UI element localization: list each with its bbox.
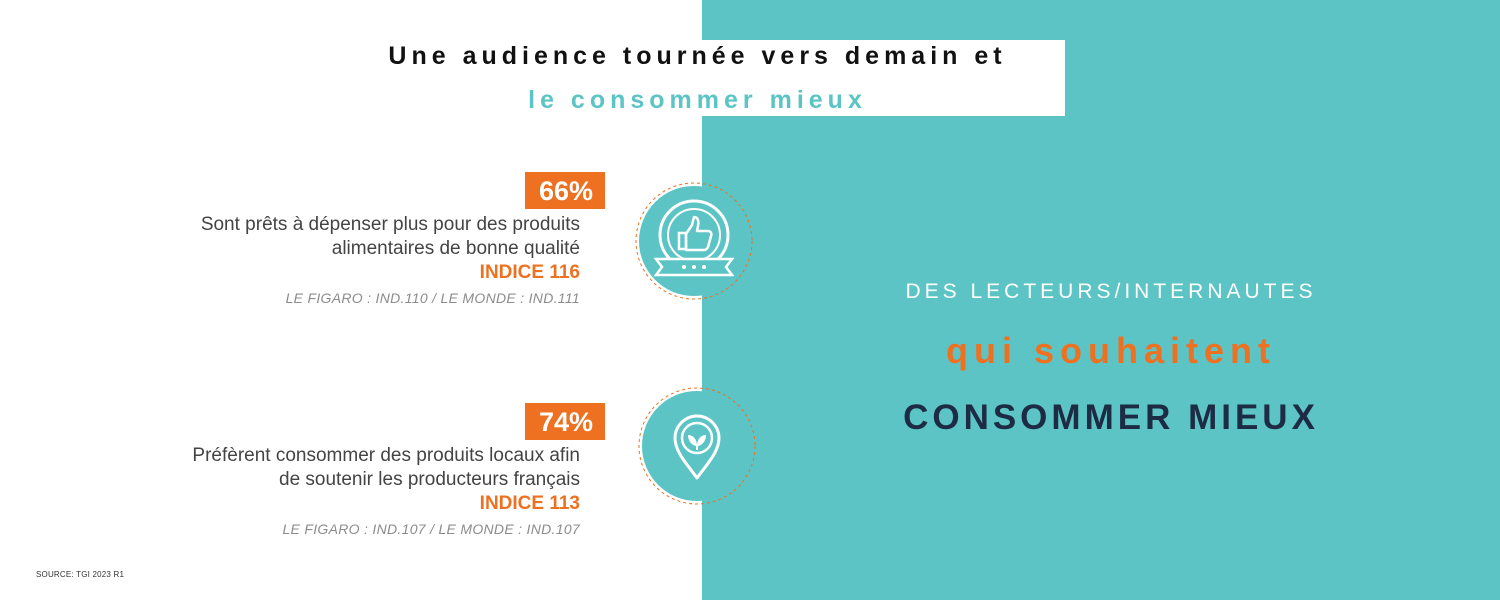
thumbs-up-badge-icon [634,181,754,301]
right-panel-line-3: CONSOMMER MIEUX [903,398,1319,437]
stat-description-1b: alimentaires de bonne qualité [331,238,580,259]
title-line-2: le consommer mieux [528,86,867,114]
stat-comparison-1: LE FIGARO : IND.110 / LE MONDE : IND.111 [285,290,580,306]
right-panel-line-2: qui souhaitent [946,330,1276,371]
percent-badge-1: 66% [524,172,605,209]
stat-description-2a: Préfèrent consommer des produits locaux … [192,445,580,466]
stat-comparison-2: LE FIGARO : IND.107 / LE MONDE : IND.107 [282,521,580,537]
source-note: SOURCE: TGI 2023 R1 [36,570,125,579]
stat-description-1a: Sont prêts à dépenser plus pour des prod… [200,214,580,235]
stat-block-1: 66% Sont prêts à dépenser plus pour des … [200,172,605,306]
stat-block-2: 74% Préfèrent consommer des produits loc… [192,403,605,537]
stat-index-2: INDICE 113 [479,493,580,514]
right-panel-line-1: DES LECTEURS/INTERNAUTES [905,280,1317,303]
stat-index-1: INDICE 116 [479,262,580,283]
leaf-location-pin-icon [637,386,757,506]
title-box: Une audience tournée vers demain et le c… [330,40,1065,116]
stat-description-2b: de soutenir les producteurs français [279,469,580,490]
percent-badge-2: 74% [524,403,605,440]
title-line-1: Une audience tournée vers demain et [388,42,1007,70]
